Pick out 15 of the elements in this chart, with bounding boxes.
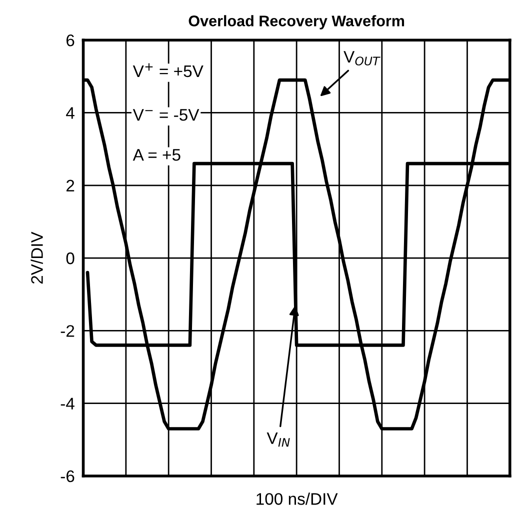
x-axis-title: 100 ns/DIV <box>256 492 338 505</box>
annotation: A = +5 <box>132 149 180 161</box>
text: V$_{OUT}$ <box>344 51 380 66</box>
annotation: V$^{+}$ = +5V <box>132 63 204 78</box>
y-tick-label: -4 <box>60 398 74 410</box>
text: V$_{IN}$ <box>266 432 290 447</box>
y-tick-label: -6 <box>60 470 74 482</box>
y-tick-label: 2 <box>66 180 74 192</box>
y-tick-label: 6 <box>66 34 74 46</box>
chart-title: Overload Recovery Waveform <box>188 15 404 30</box>
annotation: V$^{−}$ = -5V <box>132 109 200 121</box>
y-axis-title: 2V/DIV <box>30 232 43 284</box>
y-tick-label: 0 <box>66 252 74 264</box>
y-tick-label: 4 <box>66 107 74 119</box>
y-tick-label: -2 <box>60 325 74 337</box>
